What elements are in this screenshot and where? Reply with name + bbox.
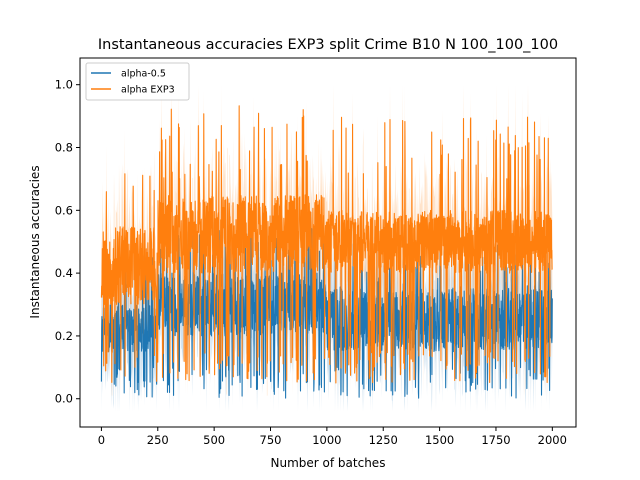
x-tick-label: 250 (147, 433, 169, 447)
y-tick-label: 1.0 (55, 78, 73, 92)
x-tick-label: 1250 (369, 433, 398, 447)
x-tick-label: 0 (98, 433, 105, 447)
plot-frame (79, 57, 577, 428)
x-tick-label: 1500 (425, 433, 454, 447)
plot-data (100, 84, 553, 412)
legend-label-alpha-exp3: alpha EXP3 (121, 85, 175, 96)
y-axis: 0.0 0.2 0.4 0.6 0.8 1.0 (55, 78, 80, 406)
y-tick-label: 0.2 (55, 329, 73, 343)
legend-label-alpha-0-5: alpha-0.5 (121, 69, 166, 80)
chart-title: Instantaneous accuracies EXP3 split Crim… (98, 37, 558, 53)
x-tick-label: 2000 (538, 433, 567, 447)
y-tick-label: 0.8 (55, 141, 73, 155)
y-tick-label: 0.0 (55, 392, 73, 406)
x-tick-label: 500 (203, 433, 225, 447)
x-tick-label: 1000 (312, 433, 341, 447)
y-tick-label: 0.6 (55, 203, 73, 217)
series-line-alpha-exp3 (100, 105, 553, 384)
legend-box (85, 62, 190, 101)
x-axis: 0 250 500 750 1000 1250 1500 1750 2000 (98, 427, 567, 447)
x-tick-label: 750 (260, 433, 282, 447)
legend: alpha-0.5 alpha EXP3 (85, 62, 190, 101)
y-tick-label: 0.4 (55, 266, 73, 280)
x-axis-label: Number of batches (271, 456, 386, 470)
x-tick-label: 1750 (481, 433, 510, 447)
y-axis-label: Instantaneous accuracies (28, 165, 42, 318)
